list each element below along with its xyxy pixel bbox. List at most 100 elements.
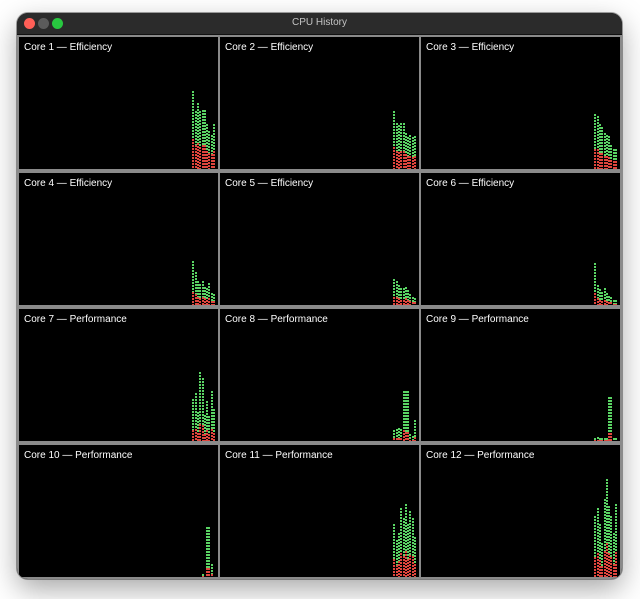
close-button[interactable] <box>24 18 35 29</box>
user-usage-segment <box>596 437 599 440</box>
system-usage-segment <box>210 301 213 305</box>
cpu-usage-bar <box>598 438 601 441</box>
user-usage-segment <box>601 292 604 301</box>
user-usage-segment <box>409 135 412 156</box>
system-usage-segment <box>596 298 599 305</box>
core-title: Core 10 — Performance <box>24 450 133 461</box>
cpu-usage-bar <box>603 133 606 169</box>
system-usage-segment <box>409 301 412 305</box>
system-usage-segment <box>395 565 398 577</box>
system-usage-segment <box>397 152 400 169</box>
user-usage-segment <box>598 289 601 300</box>
user-usage-segment <box>603 438 606 440</box>
system-usage-segment <box>192 139 195 169</box>
system-usage-segment <box>407 559 410 577</box>
core-panel-6: Core 6 — Efficiency <box>421 173 620 305</box>
core-title: Core 11 — Performance <box>225 450 333 461</box>
cpu-usage-bar <box>395 281 398 305</box>
cpu-usage-bar <box>213 294 215 305</box>
user-usage-segment <box>397 428 400 438</box>
core-panel-2: Core 2 — Efficiency <box>220 37 419 169</box>
system-usage-segment <box>208 298 211 305</box>
core-title: Core 2 — Efficiency <box>225 42 314 53</box>
cpu-usage-bar <box>596 116 599 169</box>
cpu-usage-bar <box>393 279 396 305</box>
system-usage-segment <box>397 438 400 441</box>
user-usage-segment <box>409 294 412 301</box>
minimize-button[interactable] <box>38 18 49 29</box>
cpu-usage-bar <box>397 285 400 305</box>
zoom-button[interactable] <box>52 18 63 29</box>
cpu-usage-bar <box>206 288 209 305</box>
core-title: Core 9 — Performance <box>426 314 529 325</box>
system-usage-segment <box>206 568 209 577</box>
cpu-usage-bar <box>598 124 601 169</box>
system-usage-segment <box>208 568 211 577</box>
system-usage-segment <box>610 433 613 441</box>
system-usage-segment <box>598 153 601 169</box>
cpu-usage-bar <box>196 103 199 169</box>
cpu-usage-bar <box>199 372 202 441</box>
system-usage-segment <box>603 551 606 577</box>
user-usage-segment <box>411 137 414 157</box>
cpu-usage-bar <box>400 429 403 441</box>
system-usage-segment <box>206 300 209 305</box>
cpu-usage-bar <box>594 516 597 577</box>
cpu-usage-bar <box>206 401 209 441</box>
cpu-usage-bar <box>411 436 414 441</box>
system-usage-segment <box>610 160 613 169</box>
system-usage-segment <box>601 566 604 577</box>
user-usage-segment <box>409 511 412 555</box>
cpu-usage-bar <box>210 564 213 577</box>
cpu-usage-bar <box>210 293 213 305</box>
user-usage-segment <box>400 123 403 151</box>
title-bar[interactable]: CPU History <box>17 13 622 35</box>
user-usage-segment <box>411 297 414 302</box>
user-usage-segment <box>194 393 197 429</box>
cpu-usage-bar <box>194 272 197 305</box>
system-usage-segment <box>409 555 412 577</box>
user-usage-segment <box>395 429 398 438</box>
system-usage-segment <box>402 300 405 305</box>
core-title: Core 3 — Efficiency <box>426 42 515 53</box>
system-usage-segment <box>397 298 400 305</box>
cpu-usage-bar <box>594 114 597 169</box>
system-usage-segment <box>407 432 410 441</box>
core-panel-11: Core 11 — Performance <box>220 445 419 577</box>
user-usage-segment <box>402 288 405 300</box>
cpu-usage-bar <box>397 428 400 441</box>
user-usage-segment <box>608 397 611 433</box>
cpu-usage-bar <box>605 438 608 441</box>
cpu-usage-bar <box>601 543 604 577</box>
system-usage-segment <box>201 145 204 169</box>
user-usage-segment <box>210 391 213 429</box>
user-usage-segment <box>201 378 204 425</box>
cpu-usage-bar <box>610 145 613 169</box>
cpu-usage-bar <box>407 290 410 305</box>
user-usage-segment <box>208 131 211 153</box>
user-usage-segment <box>610 145 613 160</box>
cpu-usage-bar <box>598 524 601 577</box>
system-usage-segment <box>201 297 204 305</box>
cpu-usage-bar <box>409 434 412 441</box>
user-usage-segment <box>603 133 606 156</box>
user-usage-segment <box>605 438 608 440</box>
user-usage-segment <box>414 537 416 564</box>
user-usage-segment <box>201 110 204 145</box>
user-usage-segment <box>194 111 197 145</box>
system-usage-segment <box>213 433 215 441</box>
cpu-usage-bar <box>608 296 611 305</box>
user-usage-segment <box>395 540 398 565</box>
user-usage-segment <box>605 135 608 156</box>
system-usage-segment <box>196 433 199 441</box>
user-usage-segment <box>601 438 604 440</box>
user-usage-segment <box>596 508 599 553</box>
system-usage-segment <box>598 440 601 441</box>
system-usage-segment <box>199 147 202 169</box>
user-usage-segment <box>201 574 204 576</box>
system-usage-segment <box>596 440 599 441</box>
cpu-usage-bar <box>404 133 407 169</box>
user-usage-segment <box>594 438 597 440</box>
cpu-usage-bar <box>594 263 597 305</box>
system-usage-segment <box>395 297 398 305</box>
